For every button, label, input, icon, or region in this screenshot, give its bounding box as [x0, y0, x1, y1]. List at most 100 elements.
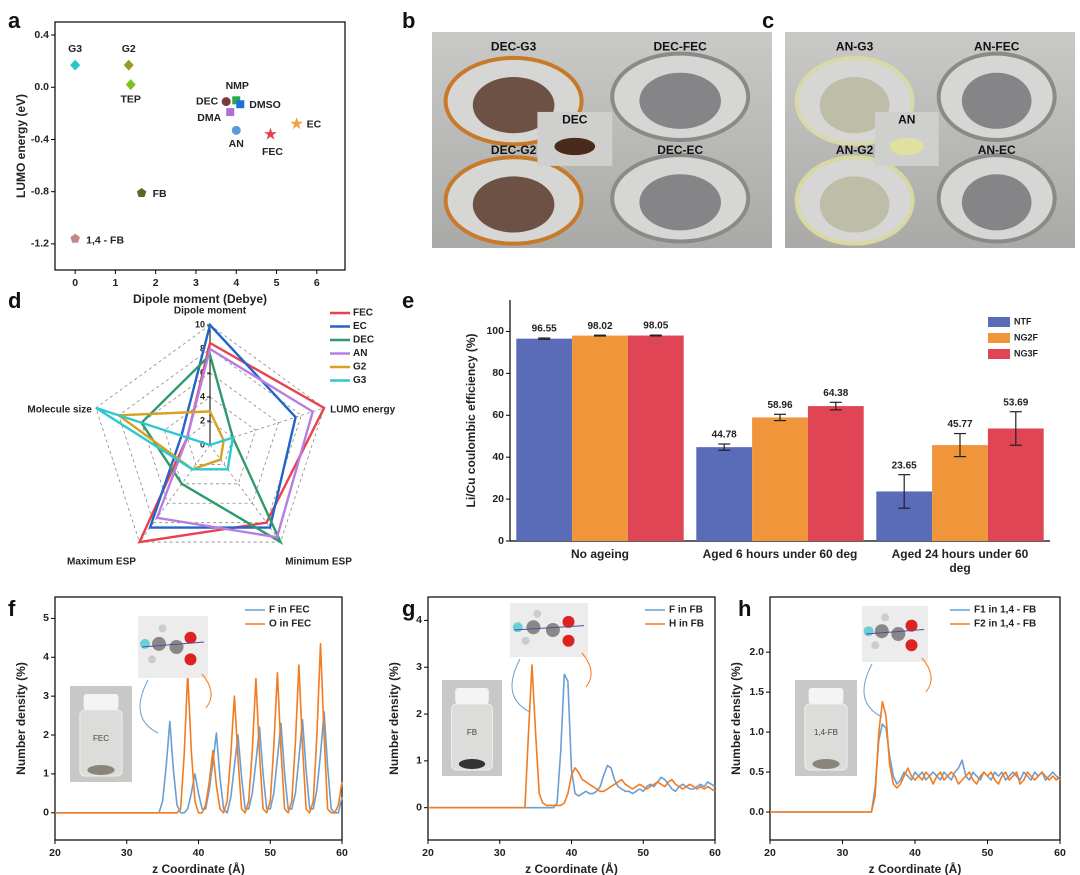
panel-letter: d	[8, 288, 21, 313]
radar-line	[95, 406, 235, 471]
legend-swatch	[988, 349, 1010, 359]
point-label: G2	[122, 43, 136, 55]
vial-cap	[808, 688, 844, 704]
atom	[905, 639, 918, 652]
data-line	[55, 642, 343, 814]
photo-label: AN-EC	[978, 143, 1016, 157]
scatter-point	[70, 59, 81, 71]
y-tick-label: 20	[492, 493, 504, 505]
error-bar	[718, 443, 731, 451]
atom	[526, 620, 541, 635]
scatter-point	[290, 117, 304, 130]
axis-label: Dipole moment	[174, 306, 247, 317]
photo-label: DEC-FEC	[654, 39, 708, 53]
dish-content	[889, 137, 925, 156]
x-tick-label: 3	[193, 277, 199, 289]
dipole-arrow	[513, 625, 585, 631]
value-label: 58.96	[767, 400, 792, 411]
legend-swatch	[988, 317, 1010, 327]
scatter-point	[236, 100, 245, 109]
x-tick-label: 6	[314, 277, 320, 289]
y-axis-label: Number density (%)	[14, 662, 28, 775]
x-axis-label: z Coordinate (Å)	[152, 861, 245, 875]
data-line	[770, 700, 1061, 813]
scatter-point	[231, 125, 241, 135]
bar	[572, 335, 628, 541]
point-label: FB	[153, 188, 167, 200]
x-tick-label: 60	[709, 847, 721, 859]
x-tick-label: 2	[153, 277, 159, 289]
radar-line	[139, 352, 284, 546]
spoke	[209, 444, 281, 543]
bar	[932, 445, 988, 541]
x-tick-label: 20	[422, 847, 434, 859]
vial-residue	[87, 765, 115, 775]
legend-swatch	[988, 333, 1010, 343]
atom	[863, 626, 874, 637]
x-tick-label: No ageing	[570, 547, 629, 561]
y-tick-label: 1	[43, 768, 49, 780]
radar-line	[148, 322, 297, 529]
value-label: 23.65	[892, 460, 917, 471]
y-axis-label: LUMO energy (eV)	[14, 94, 28, 198]
y-tick-label: 5	[43, 612, 49, 624]
axis-label: Minimum ESP	[285, 557, 352, 568]
scatter-point	[221, 97, 231, 107]
data-line	[55, 710, 343, 814]
x-tick-label: 20	[49, 847, 61, 859]
value-label: 64.38	[823, 388, 848, 399]
atom	[881, 613, 890, 622]
vial-label: 1,4-FB	[814, 728, 838, 737]
point-label: FEC	[262, 146, 283, 158]
y-tick-label: 2	[416, 708, 422, 720]
axis-label: Maximum ESP	[67, 557, 136, 568]
axis-label: LUMO energy	[330, 405, 395, 416]
scatter-point	[125, 79, 136, 91]
photo-label: AN	[898, 113, 915, 127]
arrow	[201, 673, 212, 709]
arrow	[511, 658, 531, 713]
y-tick-label: 0.0	[34, 81, 49, 93]
y-tick-label: 4	[416, 614, 422, 626]
scatter-point	[123, 59, 134, 71]
atom	[169, 640, 184, 654]
atom	[158, 624, 167, 633]
value-label: 45.77	[947, 419, 972, 430]
x-tick-label: 1	[112, 277, 118, 289]
value-label: 53.69	[1003, 397, 1028, 408]
dish-content	[819, 176, 890, 233]
vial-residue	[812, 759, 840, 769]
legend-label: DEC	[353, 335, 374, 346]
y-tick-label: 100	[486, 325, 504, 337]
panel-letter: h	[738, 596, 751, 621]
dish-content	[554, 137, 596, 156]
point-label: AN	[229, 138, 244, 150]
atom	[140, 638, 150, 649]
dish-content	[961, 174, 1032, 231]
bar	[752, 417, 808, 541]
y-tick-label: 1.5	[749, 686, 764, 698]
photo-label: DEC-EC	[657, 143, 703, 157]
error-bar	[829, 401, 842, 411]
photo-label: DEC-G3	[491, 39, 537, 53]
category-label-box: Aged 24 hours under 60 deg	[892, 547, 1029, 575]
scatter-point	[232, 96, 241, 105]
x-tick-label: 30	[121, 847, 133, 859]
vial-body	[451, 703, 493, 771]
panel-letter: g	[402, 596, 415, 621]
y-axis-label: Number density (%)	[729, 662, 743, 775]
dish-content	[472, 176, 555, 233]
panel-letter: e	[402, 288, 414, 313]
atom	[562, 634, 575, 647]
value-label: 98.05	[643, 321, 668, 332]
y-tick-label: 3	[416, 661, 422, 673]
vial-cap	[455, 688, 489, 704]
y-tick-label: 2	[43, 729, 49, 741]
value-label: 96.55	[532, 324, 557, 335]
y-tick-label: 0	[416, 801, 422, 813]
category-label-box: Aged 6 hours under 60 deg	[703, 547, 858, 561]
bar	[987, 428, 1044, 541]
dish-content	[472, 77, 555, 134]
x-tick-label: 60	[1054, 847, 1066, 859]
radial-tick-label: 4	[200, 391, 205, 401]
